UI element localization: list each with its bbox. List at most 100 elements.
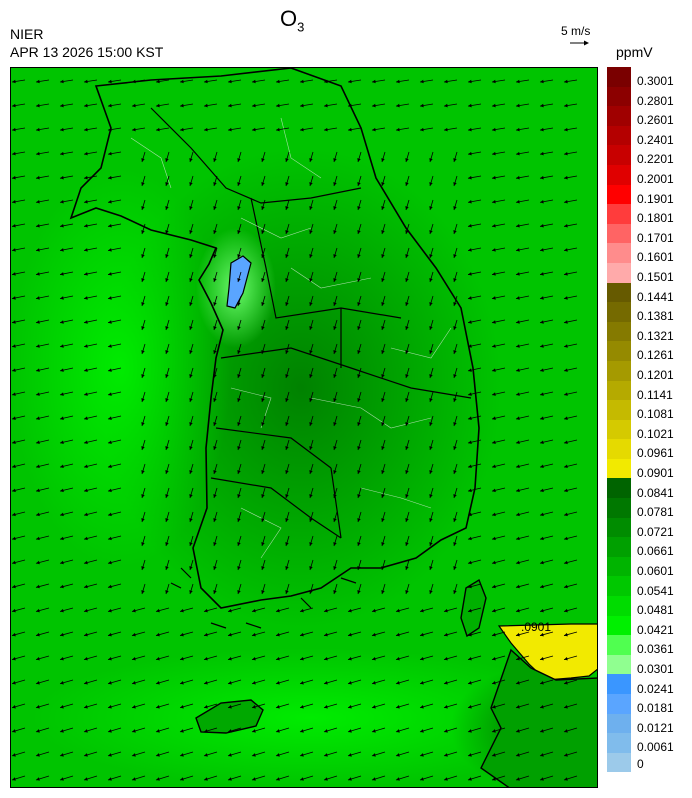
wind-vector-head — [309, 302, 313, 306]
colorbar-swatch — [607, 556, 631, 577]
wind-vector-head — [60, 777, 64, 781]
wind-vector-head — [156, 705, 160, 709]
wind-vector-head — [357, 518, 361, 522]
wind-vector-head — [276, 753, 280, 757]
wind-vector-head — [12, 536, 16, 541]
wind-vector-head — [84, 560, 88, 565]
wind-vector-head — [228, 608, 232, 613]
wind-vector-head — [492, 705, 496, 709]
wind-vector-head — [60, 272, 64, 276]
wind-vector-head — [309, 494, 313, 498]
wind-vector-head — [309, 446, 313, 450]
wind-vector-head — [453, 158, 457, 162]
wind-vector-head — [333, 566, 337, 570]
colorbar-swatch — [607, 517, 631, 538]
wind-vector-head — [357, 470, 361, 474]
wind-vector-head — [165, 518, 169, 522]
wind-vector-head — [357, 494, 361, 498]
wind-vector-head — [36, 753, 40, 757]
wind-vector-head — [36, 608, 40, 613]
wind-vector-head — [132, 729, 136, 733]
wind-vector-head — [84, 488, 88, 493]
colorbar-label: 0.0541 — [637, 583, 674, 598]
wind-vector-head — [429, 398, 433, 402]
wind-vector-head — [333, 278, 337, 282]
wind-vector-head — [333, 398, 337, 402]
wind-vector-head — [60, 512, 64, 517]
wind-vector-head — [405, 158, 409, 162]
colorbar-swatch — [607, 321, 631, 342]
wind-vector-head — [108, 560, 112, 565]
wind-vector-head — [468, 753, 472, 757]
wind-vector-head — [228, 753, 232, 757]
wind-vector-head — [492, 584, 496, 589]
colorbar-label: 0.1261 — [637, 348, 674, 363]
wind-vector-head — [516, 584, 520, 589]
wind-vector-head — [540, 320, 544, 324]
wind-vector-head — [357, 278, 361, 282]
wind-vector-head — [108, 103, 112, 108]
wind-vector-head — [156, 103, 160, 108]
wind-vector-head — [444, 127, 448, 132]
wind-vector-head — [444, 656, 448, 661]
colorbar-swatch — [607, 439, 631, 459]
colorbar-label: 0.1081 — [637, 407, 674, 422]
wind-vector-head — [285, 470, 289, 474]
wind-vector-head — [108, 512, 112, 517]
wind-vector-head — [213, 278, 217, 282]
wind-vector-head — [204, 729, 208, 733]
wind-vector-head — [12, 416, 16, 420]
wind-vector-head — [324, 777, 328, 781]
wind-vector-head — [492, 103, 496, 108]
wind-vector-head — [468, 729, 472, 733]
wind-vector-head — [60, 224, 64, 228]
wind-vector-head — [132, 705, 136, 709]
colorbar-swatch — [607, 752, 631, 773]
wind-vector-head — [84, 536, 88, 541]
wind-vector-head — [108, 584, 112, 589]
wind-vector-head — [516, 729, 520, 733]
wind-vector-head — [141, 350, 145, 354]
wind-vector-head — [132, 656, 136, 661]
wind-vector-head — [189, 470, 193, 474]
wind-vector-head — [468, 440, 472, 444]
wind-vector-head — [492, 560, 496, 565]
wind-vector-head — [261, 422, 265, 426]
wind-vector-head — [189, 518, 193, 522]
wind-vector-head — [492, 488, 496, 493]
wind-vector-head — [156, 777, 160, 781]
wind-vector-head — [228, 705, 232, 709]
wind-vector-head — [429, 350, 433, 354]
colorbar-label: 0.0361 — [637, 642, 674, 657]
wind-vector-head — [204, 127, 208, 132]
wind-vector-head — [261, 494, 265, 498]
wind-vector-head — [36, 536, 40, 541]
map-title: O3 — [280, 6, 304, 34]
wind-vector-head — [468, 416, 472, 420]
wind-vector-head — [564, 705, 568, 709]
wind-vector-head — [237, 326, 241, 330]
wind-vector-head — [36, 344, 40, 348]
wind-vector-head — [108, 488, 112, 493]
wind-vector-head — [540, 705, 544, 709]
wind-vector-head — [429, 374, 433, 378]
wind-vector-head — [516, 224, 520, 228]
wind-vector-head — [348, 729, 352, 733]
wind-vector-head — [213, 542, 217, 546]
colorbar-label: 0.2801 — [637, 93, 674, 108]
wind-vector-head — [141, 422, 145, 426]
wind-vector-head — [444, 777, 448, 781]
wind-vector-head — [357, 158, 361, 162]
wind-vector-head — [180, 705, 184, 709]
colorbar-label: 0 — [637, 757, 644, 771]
wind-vector-head — [213, 350, 217, 354]
wind-vector-head — [213, 518, 217, 522]
wind-vector-head — [213, 566, 217, 570]
wind-vector-head — [429, 446, 433, 450]
wind-vector-head — [84, 705, 88, 709]
wind-vector-head — [36, 632, 40, 637]
wind-vector-head — [540, 632, 544, 637]
wind-vector-head — [348, 777, 352, 781]
wind-vector-head — [324, 103, 328, 108]
wind-vector-head — [228, 103, 232, 108]
